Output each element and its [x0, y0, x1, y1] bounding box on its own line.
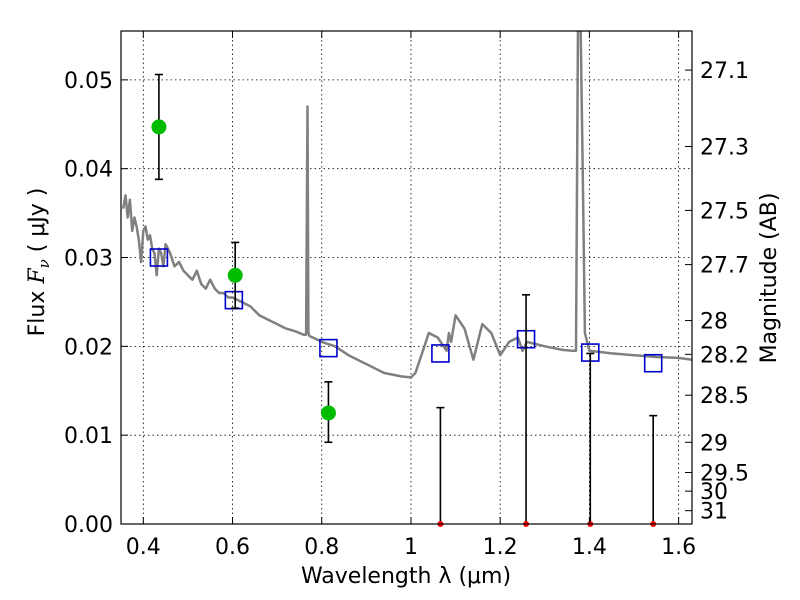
synthetic-flux-square — [149, 248, 169, 267]
y2-tick-label: 31 — [700, 500, 728, 525]
y2-tick-label: 28.5 — [700, 384, 749, 409]
detection-point — [151, 119, 167, 135]
x-axis-label: Wavelength λ (μm) — [301, 564, 511, 589]
y2-tick-label: 29 — [700, 431, 728, 456]
y2-tick-label: 27.3 — [700, 135, 749, 160]
data-series — [121, 31, 692, 524]
synthetic-flux-square — [643, 353, 663, 373]
synthetic-flux-square — [431, 344, 450, 363]
y2-tick-label: 27.7 — [700, 254, 749, 279]
axes: 0.4 0.6 0.8 1 1.2 1.4 1.6 0.00 0.01 0.02 0.03 0.04 0… — [64, 31, 749, 560]
y-axis-label: Flux Fν ( μJy ) — [25, 188, 53, 337]
y-tick-label: 0.04 — [64, 158, 113, 183]
y-tick-label: 0.02 — [64, 335, 113, 360]
grid — [121, 31, 692, 525]
y2-axis-label: Magnitude (AB) — [757, 193, 782, 364]
detection-point — [227, 267, 243, 283]
x-tick-label: 1.6 — [661, 535, 696, 560]
y2-tick-label: 27.1 — [700, 59, 749, 84]
y2-tick-label: 28 — [700, 310, 728, 335]
y-tick-label: 0.00 — [64, 513, 113, 538]
x-tick-label: 0.4 — [126, 535, 161, 560]
y2-tick-label: 30 — [700, 480, 728, 505]
y2-tick-label: 28.2 — [700, 343, 749, 368]
x-tick-label: 1.4 — [572, 535, 607, 560]
y-tick-label: 0.03 — [64, 247, 113, 272]
x-tick-label: 1 — [404, 535, 418, 560]
y-tick-label: 0.01 — [64, 424, 113, 449]
plot-area — [121, 31, 692, 527]
y-tick-label: 0.05 — [64, 69, 113, 94]
x-tick-label: 0.8 — [304, 535, 339, 560]
y2-tick-label: 29.5 — [700, 461, 749, 486]
x-tick-label: 0.6 — [215, 535, 250, 560]
plot-frame — [120, 30, 693, 525]
x-tick-label: 1.2 — [483, 535, 518, 560]
synthetic-flux-square — [319, 338, 338, 358]
y2-tick-label: 27.5 — [700, 199, 749, 224]
model-spectrum-line — [121, 31, 692, 379]
detection-point — [320, 405, 336, 421]
